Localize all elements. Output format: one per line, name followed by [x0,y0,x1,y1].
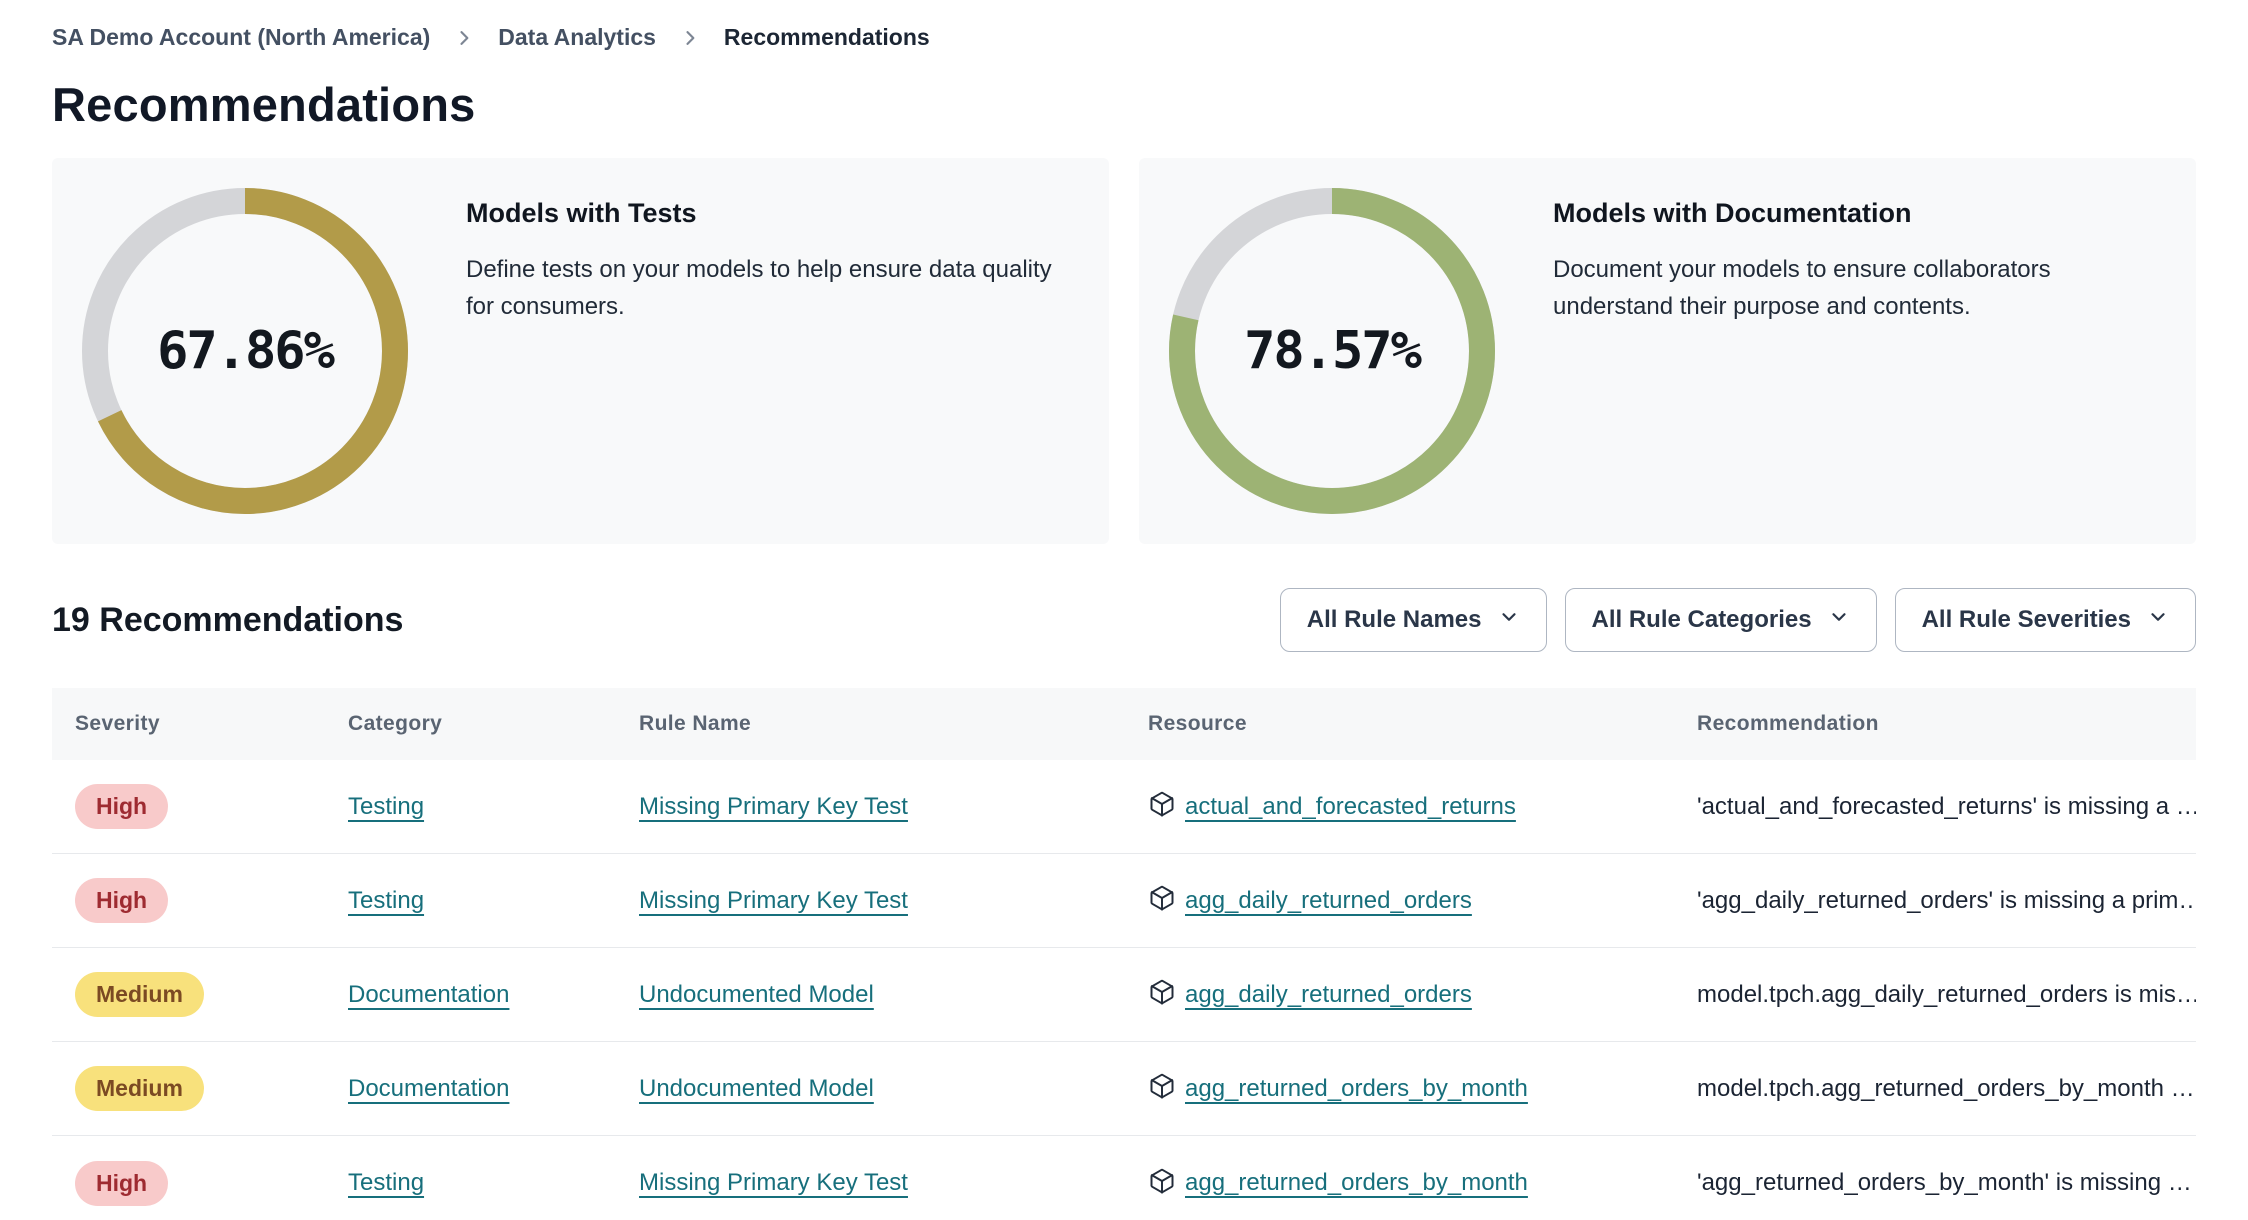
documentation-donut-chart: 78.57% [1167,186,1497,516]
recommendations-count-heading: 19 Recommendations [52,600,404,639]
column-header-resource: Resource [1148,712,1247,735]
column-header-severity: Severity [75,712,160,735]
chevron-down-icon [2147,606,2169,635]
chevron-right-icon [680,28,700,48]
documentation-card-title: Models with Documentation [1553,198,1912,228]
model-cube-icon [1148,1072,1176,1105]
recommendation-text: 'agg_returned_orders_by_month' is missin… [1697,1169,2192,1196]
summary-cards: 67.86% Models with Tests Define tests on… [52,158,2196,544]
column-header-category: Category [348,712,443,735]
table-row: Medium Documentation Undocumented Model … [52,948,2196,1042]
breadcrumb-project-link[interactable]: Data Analytics [498,24,656,50]
severity-badge: Medium [75,1066,204,1111]
resource-link[interactable]: agg_daily_returned_orders [1185,886,1472,914]
chevron-down-icon [1828,606,1850,635]
breadcrumb: SA Demo Account (North America) Data Ana… [52,24,2196,51]
severity-badge: High [75,878,169,923]
model-cube-icon [1148,884,1176,917]
table-row: Medium Documentation Undocumented Model … [52,1042,2196,1136]
severity-badge: High [75,784,169,829]
resource-link[interactable]: agg_daily_returned_orders [1185,980,1472,1008]
rule-name-link[interactable]: Missing Primary Key Test [639,886,908,914]
rule-name-link[interactable]: Missing Primary Key Test [639,1169,908,1196]
recommendation-text: 'actual_and_forecasted_returns' is missi… [1697,792,2196,820]
column-header-rule-name: Rule Name [639,712,752,735]
resource-link[interactable]: agg_returned_orders_by_month [1185,1169,1528,1196]
tests-percent-value: 67.86% [157,321,335,381]
recommendation-text: model.tpch.agg_daily_returned_orders is … [1697,980,2196,1008]
resource-link[interactable]: actual_and_forecasted_returns [1185,792,1516,820]
recommendation-text: model.tpch.agg_returned_orders_by_month … [1697,1074,2195,1102]
recommendations-section-bar: 19 Recommendations All Rule Names All Ru… [52,588,2196,652]
donut-ring-fill [82,188,408,514]
category-link[interactable]: Testing [348,886,425,914]
table-header-row: Severity Category Rule Name Resource Rec… [52,688,2196,760]
breadcrumb-account-link[interactable]: SA Demo Account (North America) [52,24,431,50]
recommendations-table: Severity Category Rule Name Resource Rec… [52,688,2196,1220]
page-title: Recommendations [52,78,476,131]
tests-card-title: Models with Tests [466,198,697,228]
column-header-recommendation: Recommendation [1697,712,1879,735]
table-row: High Testing Missing Primary Key Test ac… [52,760,2196,854]
breadcrumb-current: Recommendations [723,24,930,50]
model-cube-icon [1148,978,1176,1011]
rule-name-link[interactable]: Undocumented Model [639,1074,874,1102]
documentation-card-description: Document your models to ensure collabora… [1553,256,2051,321]
donut-ring-fill [1169,188,1495,514]
category-link[interactable]: Documentation [348,980,510,1008]
tests-card-description: Define tests on your models to help ensu… [466,256,1052,321]
rule-severities-filter-dropdown[interactable]: All Rule Severities [1894,588,2196,652]
severity-badge: High [75,1160,169,1206]
rule-names-filter-label: All Rule Names [1306,606,1482,633]
table-row: High Testing Missing Primary Key Test ag… [52,1136,2196,1220]
rule-name-link[interactable]: Missing Primary Key Test [639,792,908,820]
severity-badge: Medium [75,972,204,1017]
rule-severities-filter-label: All Rule Severities [1921,606,2131,633]
rule-categories-filter-label: All Rule Categories [1591,606,1812,633]
models-with-documentation-card: 78.57% Models with Documentation Documen… [1139,158,2196,544]
recommendation-text: 'agg_daily_returned_orders' is missing a… [1697,886,2196,914]
resource-link[interactable]: agg_returned_orders_by_month [1185,1074,1528,1102]
model-cube-icon [1148,1167,1176,1200]
chevron-right-icon [454,28,474,48]
rule-name-link[interactable]: Undocumented Model [639,980,874,1008]
tests-donut-chart: 67.86% [80,186,410,516]
rule-categories-filter-dropdown[interactable]: All Rule Categories [1564,588,1877,652]
rule-names-filter-dropdown[interactable]: All Rule Names [1279,588,1547,652]
documentation-percent-value: 78.57% [1244,321,1422,381]
category-link[interactable]: Testing [348,792,425,820]
models-with-tests-card: 67.86% Models with Tests Define tests on… [52,158,1109,544]
chevron-down-icon [1498,606,1520,635]
filter-bar: All Rule Names All Rule Categories All R… [1279,588,2196,652]
model-cube-icon [1148,790,1176,823]
category-link[interactable]: Documentation [348,1074,510,1102]
table-row: High Testing Missing Primary Key Test ag… [52,854,2196,948]
category-link[interactable]: Testing [348,1169,425,1196]
